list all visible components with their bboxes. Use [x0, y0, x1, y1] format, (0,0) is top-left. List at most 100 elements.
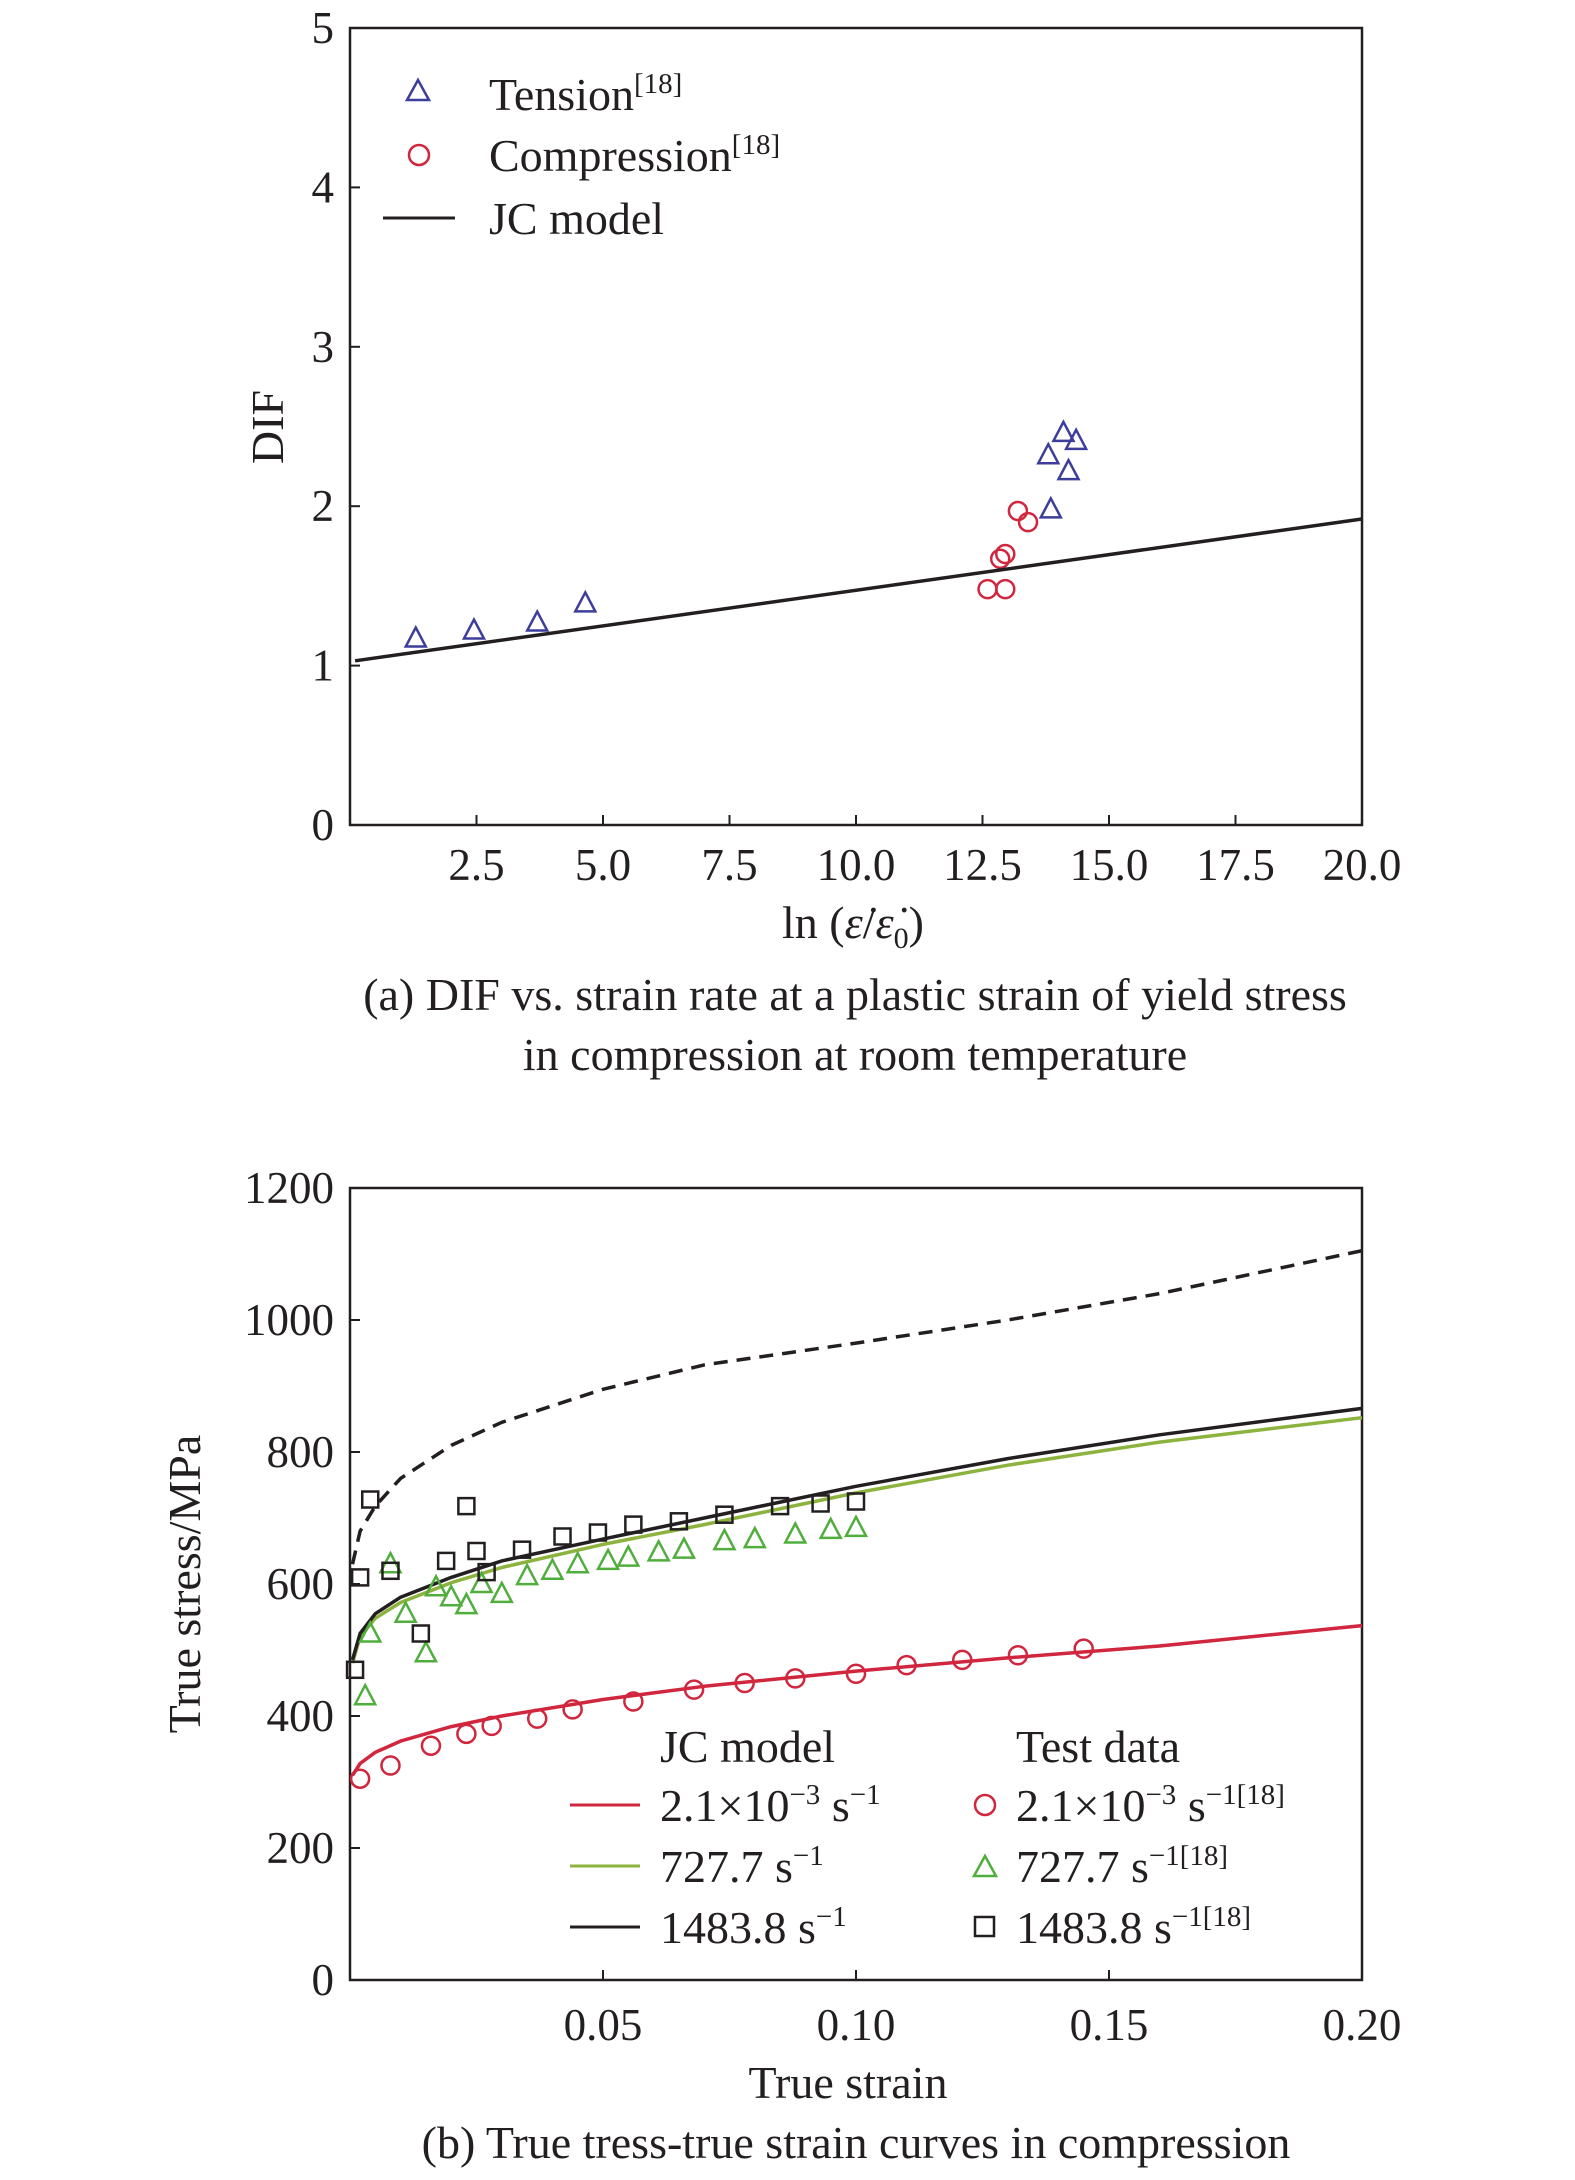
- legend-test-rate-1: 2.1×10−3 s−1[18]: [1016, 1779, 1285, 1831]
- test-data-point-3: [715, 1505, 734, 1524]
- tension-point: [1064, 427, 1089, 451]
- test-data-point-1: [683, 1679, 705, 1700]
- chart-a-ticks: [350, 27, 1363, 826]
- chart-a-legend: Tension[18] Compression[18] JC model: [383, 68, 780, 244]
- legend-title-test-data: Test data: [1016, 1721, 1180, 1772]
- test-data-point-1: [952, 1649, 973, 1671]
- chart-b-y-tick-label: 400: [267, 1691, 335, 1741]
- tension-point: [403, 624, 428, 648]
- chart-a-x-axis-label: ln (ε̇/ε̇0): [782, 897, 924, 955]
- chart-b-series: [345, 1490, 1094, 1789]
- chart-b-x-tick-label: 0.20: [1323, 2000, 1402, 2050]
- test-data-point-2: [671, 1535, 697, 1559]
- chart-a-y-tick-label: 5: [312, 3, 335, 53]
- test-data-point-1: [1007, 1645, 1029, 1666]
- chart-b-x-tick-label: 0.10: [817, 2000, 896, 2050]
- jc-model-curve-3: [350, 1406, 1363, 1661]
- chart-b-x-axis-label: True strain: [749, 2057, 948, 2108]
- chart-a-x-tick-label: 20.0: [1323, 840, 1402, 890]
- legend-item-compression: Compression[18]: [489, 129, 780, 181]
- jc-model-curve-1: [351, 1623, 1363, 1777]
- test-data-point-3: [345, 1660, 365, 1680]
- test-data-point-1: [349, 1768, 371, 1789]
- test-data-point-3: [350, 1568, 370, 1587]
- legend-test-rate-3: 1483.8 s−1[18]: [1016, 1901, 1251, 1953]
- test-data-point-2: [423, 1573, 449, 1597]
- chart-a-x-tick-label: 2.5: [448, 840, 504, 890]
- chart-a-y-tick-label: 0: [312, 800, 335, 850]
- test-data-point-3: [811, 1494, 830, 1513]
- test-data-point-3: [770, 1496, 790, 1516]
- legend-triangle-marker: [404, 77, 432, 102]
- test-data-point-3: [381, 1561, 400, 1581]
- test-data-point-3: [436, 1551, 456, 1571]
- chart-b-y-axis-label: True stress/MPa: [159, 1435, 210, 1734]
- tension-point: [525, 608, 550, 632]
- test-data-point-1: [623, 1691, 644, 1712]
- chart-b-y-tick-label: 600: [267, 1559, 335, 1609]
- chart-a-x-tick-label: 10.0: [817, 840, 896, 890]
- chart-a-caption-line-2: in compression at room temperature: [523, 1029, 1187, 1080]
- test-data-point-2: [646, 1538, 671, 1562]
- chart-b-curves: [350, 1248, 1363, 1777]
- jc-model-line: [354, 517, 1363, 663]
- chart-a-series: [354, 419, 1363, 663]
- test-data-point-1: [785, 1668, 806, 1689]
- test-data-point-3: [512, 1540, 532, 1559]
- compression-point: [1007, 500, 1029, 522]
- test-data-point-1: [526, 1708, 548, 1729]
- compression-point: [995, 543, 1016, 565]
- test-data-point-2: [515, 1562, 540, 1586]
- test-data-point-3: [553, 1527, 572, 1546]
- test-data-point-3: [846, 1492, 866, 1511]
- test-data-point-2: [565, 1550, 590, 1574]
- tension-point: [1036, 441, 1061, 465]
- test-data-point-2: [439, 1583, 464, 1607]
- tension-point: [1038, 495, 1063, 519]
- test-data-point-3: [588, 1523, 608, 1542]
- chart-b-y-tick-label: 200: [267, 1823, 335, 1873]
- legend-triangle-marker: [971, 1853, 999, 1878]
- test-data-point-3: [624, 1515, 643, 1534]
- compression-point: [977, 578, 998, 600]
- test-data-point-1: [734, 1672, 755, 1694]
- test-data-point-2: [540, 1557, 565, 1581]
- test-data-point-3: [467, 1541, 486, 1561]
- compression-point: [1017, 511, 1039, 533]
- chart-a-x-tick-label: 7.5: [701, 840, 757, 890]
- test-data-point-1: [845, 1663, 867, 1685]
- test-data-point-3: [360, 1490, 380, 1509]
- test-data-point-2: [843, 1514, 869, 1538]
- chart-a-y-tick-label: 1: [312, 641, 335, 691]
- chart-a-x-tick-label: 12.5: [943, 840, 1022, 890]
- test-data-point-3: [457, 1496, 476, 1516]
- tension-point: [1056, 457, 1081, 481]
- test-data-point-1: [562, 1699, 583, 1720]
- chart-b-y-tick-label: 1200: [244, 1163, 334, 1213]
- chart-a-y-tick-label: 4: [312, 162, 335, 212]
- test-data-point-2: [818, 1516, 843, 1540]
- test-data-point-1: [1073, 1638, 1094, 1659]
- chart-b-x-tick-label: 0.05: [564, 2000, 643, 2050]
- test-data-point-2: [469, 1570, 494, 1594]
- tension-point: [1051, 419, 1076, 443]
- legend-square-marker: [973, 1915, 996, 1938]
- test-data-point-2: [393, 1600, 418, 1623]
- chart-b-y-tick-label: 0: [312, 1955, 335, 2005]
- jc-model-curve-2: [350, 1415, 1363, 1664]
- chart-a-x-tick-label: 5.0: [575, 840, 631, 890]
- test-data-point-1: [481, 1715, 502, 1737]
- test-data-point-1: [896, 1654, 917, 1676]
- test-data-point-2: [616, 1543, 641, 1567]
- test-data-point-1: [380, 1755, 401, 1776]
- tension-point: [573, 589, 598, 613]
- legend-circle-marker: [407, 143, 431, 167]
- test-data-point-2: [783, 1520, 808, 1544]
- chart-b-x-tick-label: 0.15: [1070, 2000, 1149, 2050]
- chart-a-y-tick-label: 3: [312, 322, 335, 372]
- test-data-point-2: [742, 1525, 767, 1549]
- test-data-point-2: [413, 1639, 438, 1663]
- test-data-point-2: [595, 1547, 621, 1571]
